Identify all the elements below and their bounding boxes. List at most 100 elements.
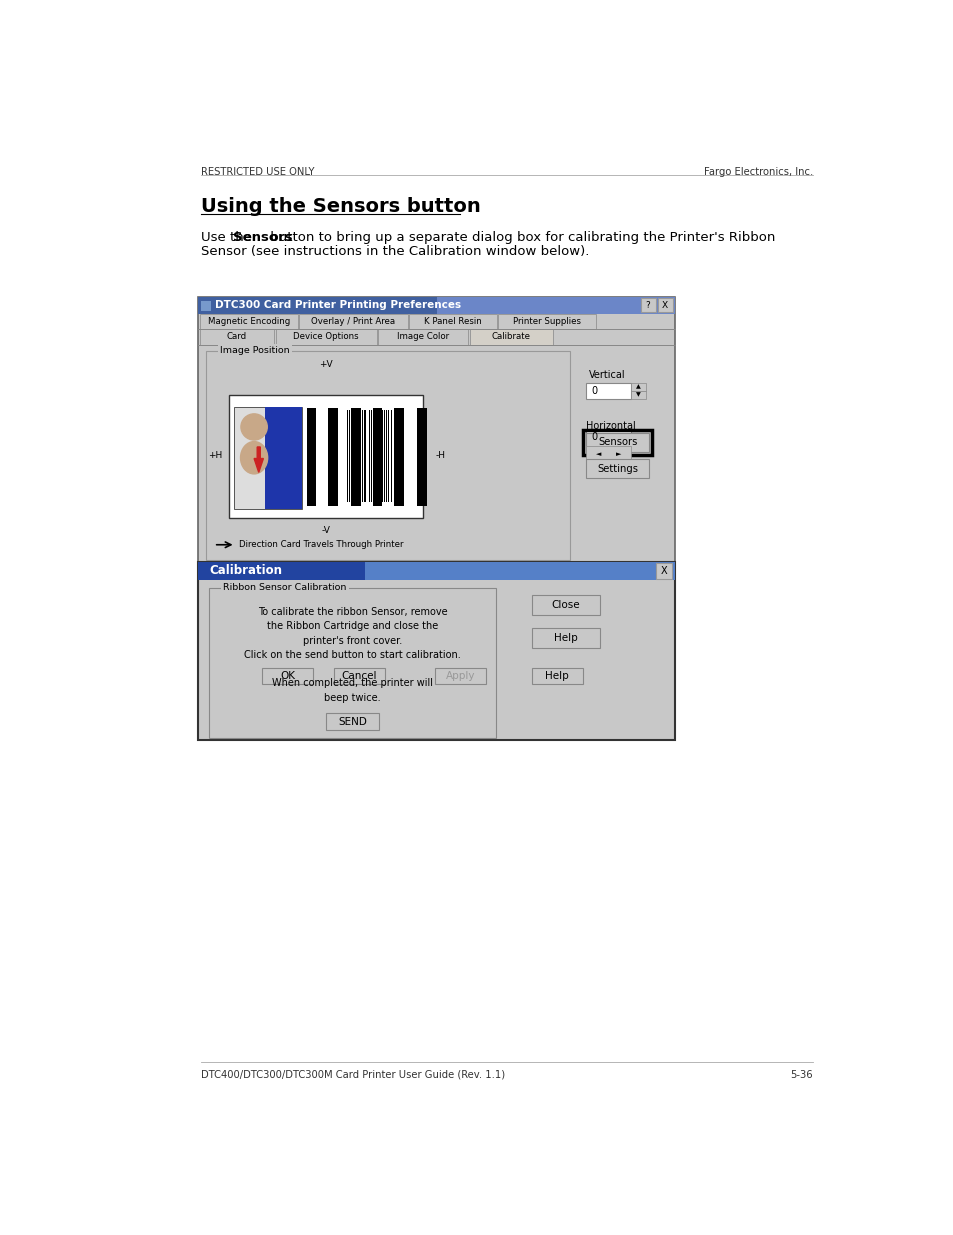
Bar xyxy=(351,410,353,503)
Bar xyxy=(416,408,427,506)
Bar xyxy=(630,383,645,391)
Bar xyxy=(261,668,313,684)
Bar xyxy=(198,296,436,314)
Bar xyxy=(386,410,387,503)
Bar xyxy=(394,408,403,506)
Text: the Ribbon Cartridge and close the: the Ribbon Cartridge and close the xyxy=(267,621,437,631)
FancyArrow shape xyxy=(253,447,263,472)
Bar xyxy=(369,410,370,503)
Bar xyxy=(585,383,630,399)
Text: Using the Sensors button: Using the Sensors button xyxy=(200,196,480,216)
Text: Help: Help xyxy=(545,671,568,680)
Bar xyxy=(351,408,360,506)
Bar xyxy=(585,446,630,462)
Text: Ribbon Sensor Calibration: Ribbon Sensor Calibration xyxy=(223,583,346,593)
Bar xyxy=(373,410,374,503)
Text: Direction Card Travels Through Printer: Direction Card Travels Through Printer xyxy=(238,540,403,550)
Bar xyxy=(585,433,649,452)
Text: Device Options: Device Options xyxy=(294,332,358,341)
Bar xyxy=(199,330,274,345)
Text: Fargo Electronics, Inc.: Fargo Electronics, Inc. xyxy=(703,168,812,178)
Bar xyxy=(390,410,391,503)
Text: ◄: ◄ xyxy=(595,451,600,457)
Text: To calibrate the ribbon Sensor, remove: To calibrate the ribbon Sensor, remove xyxy=(257,608,447,618)
Bar xyxy=(497,314,596,330)
Bar xyxy=(373,408,382,506)
Text: ▲: ▲ xyxy=(636,384,640,389)
Text: Help: Help xyxy=(553,632,577,643)
Text: -V: -V xyxy=(321,526,331,536)
Text: Close: Close xyxy=(551,600,579,610)
Bar xyxy=(377,330,468,345)
Ellipse shape xyxy=(240,442,268,474)
Text: Horizontal: Horizontal xyxy=(585,421,635,431)
Text: RESTRICTED USE ONLY: RESTRICTED USE ONLY xyxy=(200,168,314,178)
Bar xyxy=(531,627,599,648)
Bar xyxy=(201,300,211,311)
Text: Settings: Settings xyxy=(597,463,638,473)
Bar xyxy=(264,406,302,509)
Text: ▼: ▼ xyxy=(636,393,640,398)
Bar xyxy=(198,562,674,580)
Text: Printer Supplies: Printer Supplies xyxy=(513,317,580,326)
Bar xyxy=(364,410,365,503)
Text: Use the: Use the xyxy=(200,231,255,245)
Bar xyxy=(585,459,649,478)
Text: Calibrate: Calibrate xyxy=(492,332,530,341)
Text: Card: Card xyxy=(227,332,247,341)
Bar xyxy=(435,668,485,684)
Text: Overlay / Print Area: Overlay / Print Area xyxy=(311,317,395,326)
Text: Sensors: Sensors xyxy=(598,437,637,447)
Text: ►: ► xyxy=(615,451,620,457)
Text: Sensors: Sensors xyxy=(233,231,293,245)
Bar xyxy=(582,430,652,454)
Text: +H: +H xyxy=(208,451,222,459)
Bar xyxy=(531,595,599,615)
Text: button to bring up a separate dialog box for calibrating the Printer's Ribbon: button to bring up a separate dialog box… xyxy=(266,231,775,245)
Text: DTC300 Card Printer Printing Preferences: DTC300 Card Printer Printing Preferences xyxy=(214,300,460,310)
Text: SEND: SEND xyxy=(337,716,367,727)
Bar xyxy=(531,668,582,684)
Text: X: X xyxy=(660,566,667,576)
Text: Image Position: Image Position xyxy=(220,346,290,356)
Bar xyxy=(206,351,570,561)
Bar xyxy=(409,314,497,330)
Text: printer's front cover.: printer's front cover. xyxy=(303,636,402,646)
Bar xyxy=(347,410,348,503)
Text: Image Color: Image Color xyxy=(396,332,449,341)
Text: 0: 0 xyxy=(591,387,597,396)
Bar xyxy=(328,408,337,506)
Bar xyxy=(326,714,378,730)
Bar xyxy=(275,330,376,345)
Bar xyxy=(229,395,422,517)
Bar xyxy=(198,562,674,740)
Text: 0: 0 xyxy=(591,432,597,442)
Bar xyxy=(630,391,645,399)
Text: OK: OK xyxy=(279,671,294,680)
Bar xyxy=(198,562,365,580)
Bar xyxy=(656,563,671,579)
Text: beep twice.: beep twice. xyxy=(324,693,380,703)
Bar xyxy=(298,314,407,330)
Circle shape xyxy=(241,414,267,440)
Text: Vertical: Vertical xyxy=(588,370,625,380)
Text: Magnetic Encoding: Magnetic Encoding xyxy=(208,317,290,326)
Text: When completed, the printer will: When completed, the printer will xyxy=(272,678,433,688)
Text: DTC400/DTC300/DTC300M Card Printer User Guide (Rev. 1.1): DTC400/DTC300/DTC300M Card Printer User … xyxy=(200,1070,504,1079)
Text: Calibration: Calibration xyxy=(209,564,282,578)
Bar xyxy=(377,410,378,503)
Bar xyxy=(355,410,356,503)
Bar xyxy=(640,299,655,312)
Bar xyxy=(359,410,361,503)
Bar xyxy=(209,588,496,739)
Bar xyxy=(585,430,630,446)
Bar xyxy=(334,668,385,684)
Bar xyxy=(198,296,674,314)
Text: X: X xyxy=(661,301,668,310)
Text: Cancel: Cancel xyxy=(341,671,376,680)
Bar xyxy=(381,410,382,503)
Text: -H: -H xyxy=(435,451,445,459)
Bar xyxy=(658,299,672,312)
Text: K Panel Resin: K Panel Resin xyxy=(423,317,481,326)
Text: Apply: Apply xyxy=(445,671,475,680)
